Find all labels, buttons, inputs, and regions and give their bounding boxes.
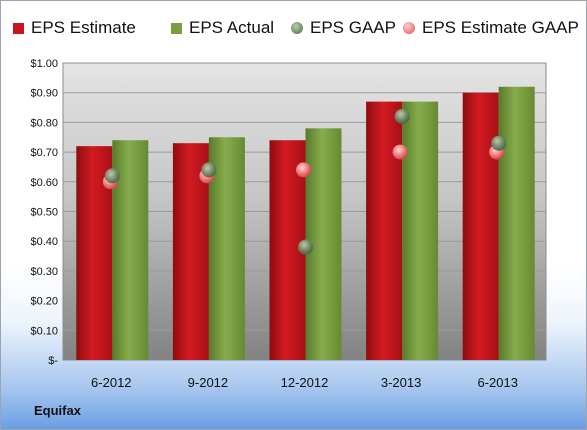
y-tick-label: $1.00 [30, 58, 58, 70]
legend-label-eps-estimate: EPS Estimate [31, 18, 136, 37]
marker-eps-gaap [104, 168, 120, 184]
legend: EPS Estimate EPS Actual EPS GAAP EPS Est… [1, 15, 586, 41]
legend-item-eps-gaap: EPS GAAP [291, 15, 396, 41]
y-tick-label: $0.40 [30, 236, 58, 248]
legend-label-eps-gaap: EPS GAAP [310, 18, 396, 37]
x-tick-label: 12-2012 [281, 375, 329, 390]
bar-eps-estimate [366, 101, 403, 361]
markers [102, 108, 507, 255]
marker-eps-gaap [394, 108, 410, 124]
x-tick-label: 9-2012 [188, 375, 228, 390]
chart-svg: $- $0.10 $0.20 $0.30 $0.40 $0.50 $0.60 $0.70 $0.… [30, 58, 547, 390]
y-tick-label: $0.90 [30, 88, 58, 100]
bar-eps-estimate [462, 92, 499, 360]
marker-eps-estimate-gaap [392, 144, 408, 160]
legend-label-eps-actual: EPS Actual [189, 18, 275, 37]
marker-eps-gaap [298, 239, 313, 255]
y-tick-label: $0.10 [30, 325, 58, 337]
legend-item-eps-estimate: EPS Estimate [13, 15, 136, 41]
y-tick-label: $0.60 [30, 177, 58, 189]
legend-item-eps-estimate-gaap: EPS Estimate GAAP [403, 15, 579, 41]
legend-marker-eps-estimate-gaap [403, 22, 415, 34]
y-tick-label: $0.50 [30, 207, 58, 219]
bar-eps-actual [402, 101, 439, 361]
x-tick-label: 6-2012 [91, 375, 131, 390]
legend-label-eps-estimate-gaap: EPS Estimate GAAP [422, 18, 579, 37]
legend-swatch-eps-actual [171, 22, 182, 34]
x-axis-ticks: 6-2012 9-2012 12-2012 3-2013 6-2013 [91, 375, 518, 390]
y-tick-label: $0.80 [30, 117, 58, 129]
bars [76, 86, 535, 361]
y-tick-label: $- [48, 355, 58, 367]
y-tick-label: $0.70 [30, 147, 58, 159]
marker-eps-gaap [491, 135, 507, 151]
x-tick-label: 6-2013 [477, 375, 517, 390]
bar-eps-actual [498, 86, 535, 360]
legend-swatch-eps-estimate [13, 22, 24, 34]
x-tick-label: 3-2013 [381, 375, 421, 390]
legend-marker-eps-gaap [291, 22, 303, 34]
legend-item-eps-actual: EPS Actual [171, 15, 274, 41]
y-axis-ticks: $- $0.10 $0.20 $0.30 $0.40 $0.50 $0.60 $0.70 $0.… [30, 58, 58, 367]
y-tick-label: $0.30 [30, 266, 58, 278]
marker-eps-estimate-gaap [296, 162, 311, 178]
marker-eps-gaap [201, 162, 217, 178]
y-tick-label: $0.20 [30, 296, 58, 308]
company-label: Equifax [34, 403, 81, 418]
